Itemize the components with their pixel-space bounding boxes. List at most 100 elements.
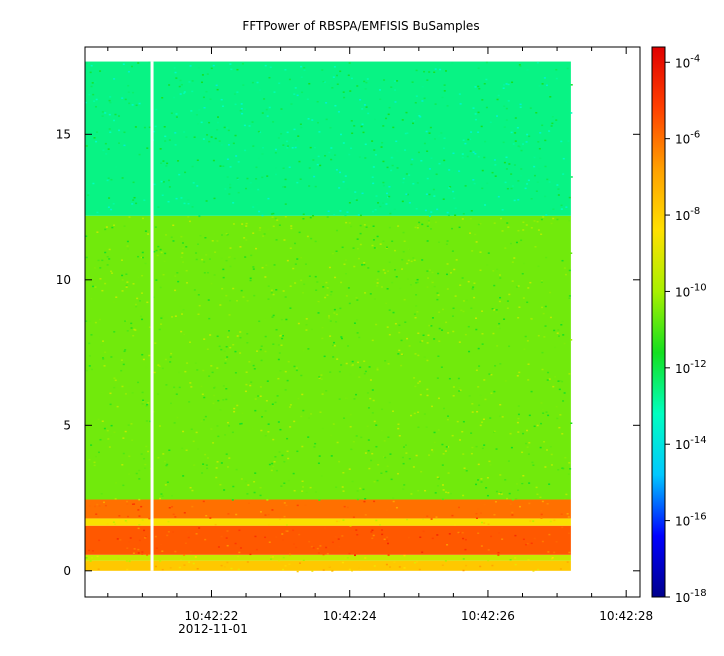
heatmap-cell [174, 550, 177, 553]
x-tick-label: 10:42:28 [599, 609, 653, 623]
heatmap-cell [392, 311, 395, 314]
heatmap-cell [441, 96, 444, 99]
heatmap-cell [204, 453, 207, 456]
heatmap-cell [423, 142, 426, 145]
heatmap-cell [506, 187, 509, 190]
heatmap-cell [213, 274, 216, 276]
heatmap-cell [391, 157, 394, 159]
heatmap-cell [278, 352, 281, 354]
heatmap-cell [425, 426, 428, 428]
heatmap-cell [87, 192, 90, 194]
heatmap-cell [154, 565, 157, 568]
heatmap-cell [361, 123, 364, 126]
heatmap-cell [97, 418, 100, 421]
x-tick-label: 10:42:26 [461, 609, 515, 623]
heatmap-cell [404, 321, 407, 323]
heatmap-cell [426, 150, 429, 152]
heatmap-cell [402, 181, 405, 184]
heatmap-cell [155, 249, 158, 252]
heatmap-cell [376, 235, 379, 238]
heatmap-cell [373, 500, 376, 503]
heatmap-cell [267, 285, 270, 287]
heatmap-cell [319, 164, 322, 167]
heatmap-cell [428, 71, 431, 73]
heatmap-cell [139, 315, 142, 318]
heatmap-cell [413, 377, 416, 379]
heatmap-cell [557, 194, 560, 196]
heatmap-cell [477, 508, 480, 510]
heatmap-cell [137, 527, 140, 530]
heatmap-cell [267, 298, 270, 300]
heatmap-cell [449, 492, 452, 495]
heatmap-cell [386, 166, 389, 169]
heatmap-cell [92, 285, 95, 288]
heatmap-cell [446, 211, 449, 214]
heatmap-cell [542, 216, 545, 218]
heatmap-cell [386, 288, 389, 290]
heatmap-cell [518, 146, 521, 148]
heatmap-cell [568, 219, 571, 222]
heatmap-cell [305, 324, 308, 326]
heatmap-cell [101, 420, 104, 422]
heatmap-cell [568, 297, 571, 299]
heatmap-cell [272, 314, 275, 317]
heatmap-cell [227, 129, 230, 132]
heatmap-cell [497, 94, 500, 97]
heatmap-cell [264, 410, 267, 412]
heatmap-cell [517, 316, 520, 319]
heatmap-cell [98, 539, 101, 542]
heatmap-cell [499, 491, 502, 494]
heatmap-cell [141, 353, 144, 356]
heatmap-cell [385, 117, 388, 120]
heatmap-cell [222, 268, 225, 271]
heatmap-cell [144, 535, 147, 538]
heatmap-cell [266, 499, 269, 501]
heatmap-cell [301, 292, 304, 294]
heatmap-cell [270, 469, 273, 472]
heatmap-cell [457, 377, 460, 380]
heatmap-cell [225, 294, 228, 297]
heatmap-cell [560, 208, 563, 210]
heatmap-cell [406, 132, 409, 134]
heatmap-cell [372, 239, 375, 241]
heatmap-cell [91, 82, 94, 84]
heatmap-cell [329, 335, 332, 337]
heatmap-cell [272, 212, 275, 215]
heatmap-cell [225, 259, 228, 262]
heatmap-cell [248, 430, 251, 432]
heatmap-cell [245, 383, 248, 386]
heatmap-cell [264, 276, 267, 278]
heatmap-cell [484, 204, 487, 206]
heatmap-cell [161, 568, 164, 571]
heatmap-cell [379, 243, 382, 245]
heatmap-cell [414, 385, 417, 388]
heatmap-cell [446, 263, 449, 265]
heatmap-cell [353, 398, 356, 400]
heatmap-cell [427, 219, 430, 222]
heatmap-cell [519, 103, 522, 106]
heatmap-cell [396, 150, 399, 152]
heatmap-cell [170, 236, 173, 239]
heatmap-cell [490, 373, 493, 376]
heatmap-cell [474, 118, 477, 121]
heatmap-cell [563, 342, 566, 345]
heatmap-cell [177, 160, 180, 162]
heatmap-cell [545, 84, 548, 87]
heatmap-cell [126, 330, 129, 332]
heatmap-cell [570, 252, 573, 254]
heatmap-cell [363, 500, 366, 503]
heatmap-cell [191, 165, 194, 168]
heatmap-cell [233, 410, 236, 413]
heatmap-cell [121, 279, 124, 281]
heatmap-cell [486, 182, 489, 185]
heatmap-cell [417, 426, 420, 429]
heatmap-cell [256, 350, 259, 352]
heatmap-cell [536, 61, 539, 64]
heatmap-cell [99, 70, 102, 72]
heatmap-cell [415, 454, 418, 457]
heatmap-cell [170, 495, 173, 497]
heatmap-cell [538, 85, 541, 87]
heatmap-cell [156, 254, 159, 257]
heatmap-cell [94, 286, 97, 288]
heatmap-cell [434, 221, 437, 223]
